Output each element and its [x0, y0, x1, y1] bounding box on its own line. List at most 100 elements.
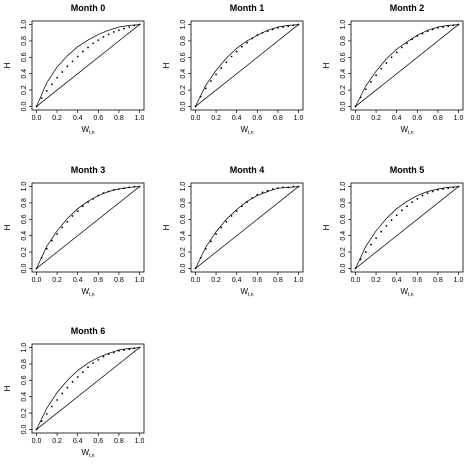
data-point [66, 386, 69, 389]
y-tick-label: 0.6 [180, 52, 187, 62]
y-tick-label: 0.0 [21, 263, 28, 273]
y-tick-label: 0.2 [340, 85, 347, 95]
x-tick-label: 1.0 [135, 115, 145, 122]
y-tick-label: 1.0 [180, 20, 187, 30]
data-point [240, 45, 243, 48]
chart-title: Month 6 [71, 326, 106, 336]
data-point [364, 251, 367, 253]
chart-panel: Month 5 0.0 0.2 0.4 0.6 0.8 1.0 0.0 0.2 0.4 0.6 0.8… [322, 165, 463, 298]
data-point [76, 376, 79, 378]
data-point [390, 219, 393, 222]
data-point [112, 31, 115, 33]
x-axis-label-subscript: t,n [89, 292, 95, 298]
diagonal-line [36, 186, 140, 269]
x-tick-label: 0.4 [392, 277, 402, 284]
data-point [364, 88, 367, 91]
data-point [416, 197, 419, 200]
y-axis-label: H [162, 224, 171, 230]
x-tick-label: 0.6 [252, 115, 262, 122]
data-point [395, 214, 398, 217]
data-point [230, 55, 233, 58]
x-tick-label: 0.2 [52, 438, 62, 445]
x-axis-label-main: W [400, 287, 408, 296]
y-tick-label: 1.0 [180, 182, 187, 192]
data-point [87, 46, 89, 49]
x-axis-label: Wt,n [81, 125, 94, 136]
y-tick-label: 0.2 [180, 85, 187, 95]
y-tick-label: 0.8 [180, 198, 187, 208]
data-point [385, 62, 388, 64]
data-point [411, 201, 414, 204]
y-tick-label: 0.6 [180, 214, 187, 224]
x-tick-label: 0.8 [114, 438, 124, 445]
y-tick-label: 0.8 [21, 359, 28, 369]
data-point [61, 71, 64, 73]
data-point [426, 192, 429, 195]
data-point [87, 366, 89, 369]
data-point [230, 215, 233, 217]
y-tick-label: 0.4 [21, 231, 28, 241]
data-point [400, 46, 403, 49]
y-tick-label: 0.2 [21, 408, 28, 418]
x-tick-label: 0.0 [32, 438, 42, 445]
x-tick-label: 0.0 [191, 277, 201, 284]
x-axis-label-subscript: t,n [89, 453, 95, 459]
x-tick-label: 0.8 [433, 115, 443, 122]
x-tick-label: 1.0 [454, 115, 464, 122]
data-point [45, 412, 48, 415]
data-point [61, 226, 64, 229]
data-point [40, 420, 43, 423]
chart-panel: Month 0 0.0 0.2 0.4 0.6 0.8 1.0 0.0 0.2 0.4 0.6 0.8… [3, 3, 144, 136]
x-tick-label: 0.4 [73, 115, 83, 122]
data-point [92, 362, 95, 365]
chart-panel: Month 6 0.0 0.2 0.4 0.6 0.8 1.0 0.0 0.2 0.4 0.6 0.8… [3, 326, 144, 459]
data-point [81, 371, 84, 374]
x-tick-label: 1.0 [454, 277, 464, 284]
data-point [261, 191, 264, 194]
y-axis-label: H [162, 62, 171, 68]
plot-frame [31, 182, 145, 273]
y-tick-label: 1.0 [340, 182, 347, 192]
data-point [66, 65, 69, 68]
plot-frame [190, 20, 304, 111]
plot-frame [31, 20, 145, 111]
y-tick-label: 0.2 [21, 85, 28, 95]
data-point [102, 355, 105, 358]
data-point [215, 73, 217, 76]
data-point [97, 358, 100, 361]
diagonal-line [36, 347, 140, 430]
y-axis-label: H [3, 385, 12, 391]
chart-title: Month 5 [390, 165, 425, 175]
y-tick-label: 0.0 [340, 101, 347, 111]
data-point [215, 233, 217, 235]
data-point [220, 67, 223, 69]
x-tick-label: 0.0 [191, 115, 201, 122]
y-tick-label: 0.2 [340, 247, 347, 257]
data-point [375, 74, 377, 77]
data-point [380, 230, 383, 233]
x-tick-label: 1.0 [135, 277, 145, 284]
x-tick-label: 1.0 [135, 438, 145, 445]
chart-title: Month 2 [390, 3, 425, 13]
x-tick-label: 0.6 [412, 115, 422, 122]
x-tick-label: 0.0 [351, 277, 361, 284]
x-tick-label: 0.0 [32, 115, 42, 122]
chart-title: Month 1 [230, 3, 265, 13]
x-axis-label-main: W [400, 125, 408, 134]
data-point [406, 42, 408, 45]
x-tick-label: 0.4 [392, 115, 402, 122]
x-tick-label: 0.2 [52, 277, 62, 284]
y-axis-label: H [3, 224, 12, 230]
x-tick-label: 1.0 [294, 277, 304, 284]
x-axis-label-main: W [240, 125, 248, 134]
data-point [92, 42, 95, 45]
x-axis-label-subscript: t,n [248, 130, 254, 136]
data-point [225, 220, 228, 223]
y-tick-label: 0.2 [21, 247, 28, 257]
x-tick-label: 0.8 [114, 277, 124, 284]
data-point [235, 210, 238, 213]
data-point [61, 392, 64, 395]
data-point [395, 51, 398, 54]
data-point [107, 33, 110, 36]
